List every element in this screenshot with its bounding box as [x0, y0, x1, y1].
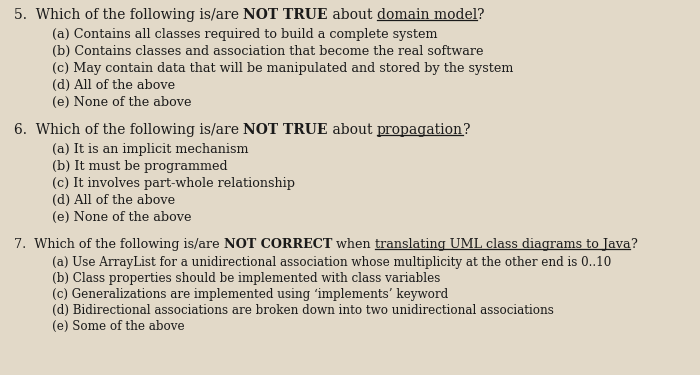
Text: (c) May contain data that will be manipulated and stored by the system: (c) May contain data that will be manipu…	[52, 62, 513, 75]
Text: ?: ?	[463, 123, 470, 137]
Text: 7.  Which of the following is/are: 7. Which of the following is/are	[14, 238, 223, 251]
Text: (c) It involves part-whole relationship: (c) It involves part-whole relationship	[52, 177, 295, 190]
Text: (a) Use ArrayList for a unidirectional association whose multiplicity at the oth: (a) Use ArrayList for a unidirectional a…	[52, 256, 611, 269]
Text: (e) Some of the above: (e) Some of the above	[52, 320, 185, 333]
Text: (a) Contains all classes required to build a complete system: (a) Contains all classes required to bui…	[52, 28, 438, 41]
Text: (e) None of the above: (e) None of the above	[52, 211, 192, 224]
Text: NOT TRUE: NOT TRUE	[244, 8, 328, 22]
Text: (b) Class properties should be implemented with class variables: (b) Class properties should be implement…	[52, 272, 440, 285]
Text: ?: ?	[630, 238, 637, 251]
Text: about: about	[328, 123, 377, 137]
Text: propagation: propagation	[377, 123, 463, 137]
Text: translating UML class diagrams to Java: translating UML class diagrams to Java	[374, 238, 630, 251]
Text: (d) All of the above: (d) All of the above	[52, 194, 175, 207]
Text: (b) Contains classes and association that become the real software: (b) Contains classes and association tha…	[52, 45, 484, 58]
Text: when: when	[332, 238, 375, 251]
Text: (d) All of the above: (d) All of the above	[52, 79, 175, 92]
Text: (b) It must be programmed: (b) It must be programmed	[52, 160, 228, 173]
Text: 5.  Which of the following is/are: 5. Which of the following is/are	[14, 8, 244, 22]
Text: (a) It is an implicit mechanism: (a) It is an implicit mechanism	[52, 143, 248, 156]
Text: (d) Bidirectional associations are broken down into two unidirectional associati: (d) Bidirectional associations are broke…	[52, 304, 554, 317]
Text: (e) None of the above: (e) None of the above	[52, 96, 192, 109]
Text: about: about	[328, 8, 377, 22]
Text: NOT CORRECT: NOT CORRECT	[223, 238, 332, 251]
Text: domain model: domain model	[377, 8, 477, 22]
Text: 6.  Which of the following is/are: 6. Which of the following is/are	[14, 123, 244, 137]
Text: ?: ?	[477, 8, 484, 22]
Text: (c) Generalizations are implemented using ‘implements’ keyword: (c) Generalizations are implemented usin…	[52, 288, 448, 301]
Text: NOT TRUE: NOT TRUE	[244, 123, 328, 137]
